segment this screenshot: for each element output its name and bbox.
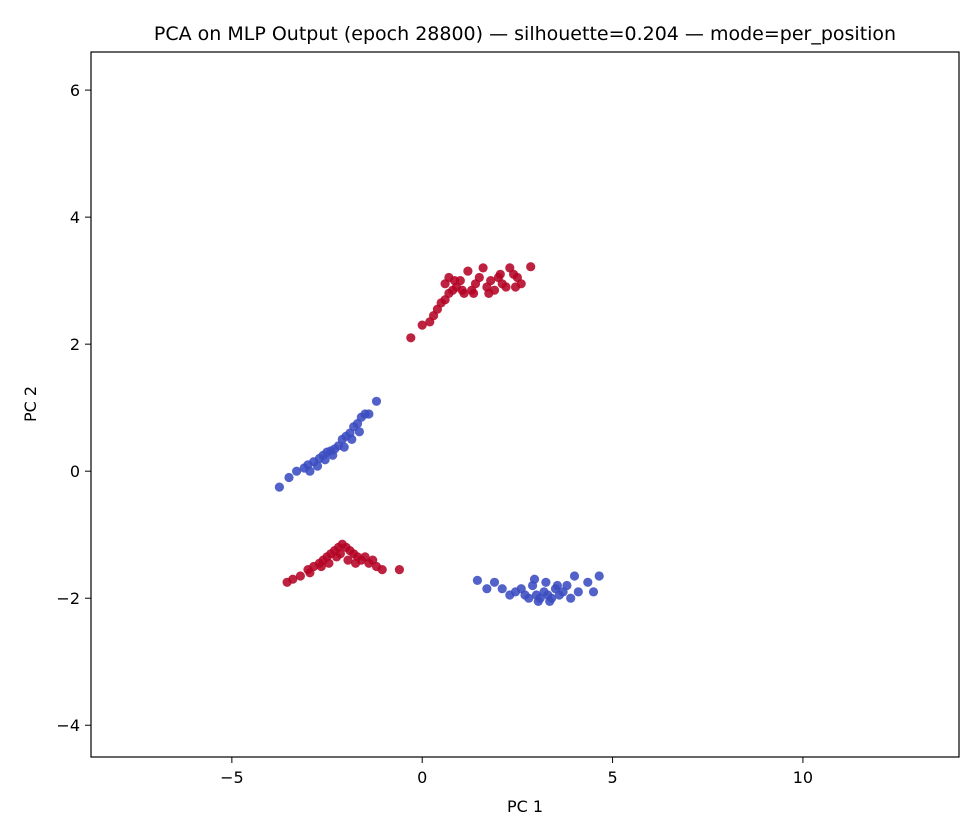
y-tick-label: 4 bbox=[70, 208, 80, 227]
data-point bbox=[292, 466, 302, 476]
data-point bbox=[347, 434, 357, 444]
y-tick-label: −4 bbox=[56, 716, 80, 735]
data-point bbox=[497, 584, 507, 594]
data-point bbox=[377, 565, 387, 575]
data-point bbox=[486, 276, 496, 286]
x-tick-label: 0 bbox=[417, 768, 427, 787]
data-point bbox=[533, 596, 543, 607]
data-point bbox=[489, 577, 500, 587]
data-point bbox=[332, 552, 342, 562]
scatter-points bbox=[274, 262, 604, 607]
y-axis-ticks: −4 −2 0 2 4 6 bbox=[56, 81, 91, 735]
data-point bbox=[339, 442, 349, 452]
data-point bbox=[417, 320, 427, 330]
data-point bbox=[529, 574, 540, 584]
plot-frame bbox=[90, 51, 960, 758]
data-point bbox=[316, 561, 326, 572]
data-point bbox=[463, 266, 473, 276]
data-point bbox=[588, 587, 599, 597]
data-point bbox=[566, 593, 576, 603]
data-point bbox=[394, 565, 404, 575]
x-axis-label: PC 1 bbox=[507, 797, 543, 816]
data-point bbox=[562, 580, 572, 591]
data-point bbox=[472, 575, 482, 586]
data-point bbox=[305, 466, 315, 476]
x-axis-ticks: −5 0 5 10 bbox=[220, 757, 813, 787]
data-point bbox=[364, 409, 374, 419]
data-point bbox=[526, 262, 536, 272]
data-point bbox=[545, 596, 555, 607]
data-point bbox=[478, 263, 488, 273]
data-point bbox=[482, 584, 492, 594]
data-point bbox=[320, 455, 330, 465]
data-point bbox=[343, 555, 353, 565]
data-point bbox=[354, 427, 364, 437]
data-point bbox=[552, 580, 563, 591]
data-point bbox=[484, 288, 494, 298]
data-point bbox=[295, 571, 305, 581]
data-point bbox=[406, 333, 416, 343]
y-tick-label: −2 bbox=[56, 589, 80, 608]
data-point bbox=[305, 568, 315, 578]
data-point bbox=[501, 282, 511, 292]
data-point bbox=[469, 288, 479, 298]
data-point bbox=[351, 558, 361, 568]
x-tick-label: 5 bbox=[607, 768, 617, 787]
y-tick-label: 0 bbox=[70, 462, 80, 481]
y-axis-label: PC 2 bbox=[21, 386, 40, 422]
data-point bbox=[524, 593, 534, 603]
data-point bbox=[569, 571, 580, 581]
data-point bbox=[450, 276, 460, 286]
data-point bbox=[510, 282, 521, 292]
data-point bbox=[583, 577, 593, 587]
data-point bbox=[288, 574, 298, 584]
data-point bbox=[474, 272, 484, 283]
data-point bbox=[541, 577, 551, 587]
data-point bbox=[274, 482, 284, 492]
data-point bbox=[457, 285, 467, 295]
x-tick-label: −5 bbox=[220, 768, 244, 787]
x-tick-label: 10 bbox=[793, 768, 813, 787]
y-tick-label: 2 bbox=[70, 335, 80, 354]
data-point bbox=[312, 461, 323, 471]
chart-title: PCA on MLP Output (epoch 28800) — silhou… bbox=[154, 23, 896, 45]
data-point bbox=[371, 396, 382, 406]
data-point bbox=[573, 587, 583, 597]
data-point bbox=[324, 558, 334, 568]
data-point bbox=[495, 269, 505, 279]
data-point bbox=[328, 450, 338, 460]
data-point bbox=[284, 472, 294, 483]
data-point bbox=[594, 571, 604, 581]
y-tick-label: 6 bbox=[70, 81, 80, 100]
